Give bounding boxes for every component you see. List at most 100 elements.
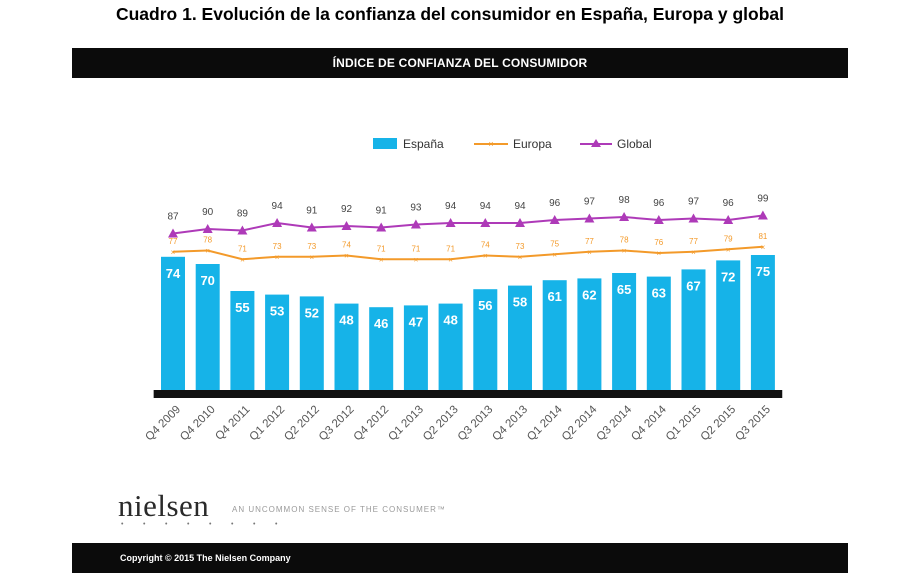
x-tick-q3-2014: Q3 2014 <box>595 403 635 443</box>
point-label-europa-q4-2011: 71 <box>238 244 247 253</box>
marker-global-q4-2010 <box>202 224 213 233</box>
marker-global-q2-2015 <box>723 215 734 224</box>
marker-global-q2-2013 <box>445 218 456 227</box>
legend-label-espana: España <box>403 137 444 151</box>
x-tick-q1-2014: Q1 2014 <box>525 403 565 443</box>
bar-espana-q3-2014 <box>612 273 637 390</box>
nielsen-logo: nielsen <box>118 488 210 523</box>
x-tick-q3-2015: Q3 2015 <box>733 404 773 444</box>
point-label-global-q3-2014: 98 <box>619 195 631 206</box>
legend-marker-europa: × <box>488 139 493 149</box>
bar-espana-q4-2009 <box>161 256 185 390</box>
point-label-europa-q4-2010: 78 <box>203 236 212 245</box>
bar-espana-q4-2014 <box>646 276 671 390</box>
point-label-europa-q2-2013: 71 <box>446 244 455 253</box>
bar-espana-q2-2014 <box>577 278 602 390</box>
marker-europa-q3-2013: × <box>483 252 488 261</box>
bar-label-espana-q1-2013: 47 <box>409 314 423 329</box>
x-tick-q4-2010: Q4 2010 <box>178 404 218 444</box>
marker-global-q4-2012 <box>376 222 387 232</box>
bar-espana-q2-2012 <box>299 296 324 390</box>
point-label-global-q4-2012: 91 <box>376 206 388 217</box>
x-tick-q3-2012: Q3 2012 <box>317 404 357 444</box>
x-tick-q2-2014: Q2 2014 <box>560 403 600 443</box>
bar-label-espana-q4-2013: 58 <box>513 295 527 310</box>
point-label-global-q1-2013: 93 <box>410 203 422 214</box>
marker-europa-q4-2010: × <box>205 247 210 256</box>
bar-espana-q1-2013 <box>403 305 428 390</box>
marker-global-q3-2012 <box>341 221 352 230</box>
marker-global-q3-2013 <box>480 218 491 227</box>
marker-global-q1-2014 <box>549 215 560 224</box>
point-label-europa-q4-2013: 73 <box>516 242 525 251</box>
point-label-global-q4-2009: 87 <box>167 212 179 223</box>
bar-label-espana-q3-2015: 75 <box>756 264 770 279</box>
marker-global-q1-2012 <box>272 218 283 227</box>
point-label-europa-q3-2014: 78 <box>620 236 629 245</box>
x-tick-q4-2011: Q4 2011 <box>213 404 252 443</box>
bar-espana-q4-2011 <box>230 291 255 390</box>
line-series-global: 87 90 89 94 91 92 91 93 94 94 94 96 97 98 96 97 96 99 <box>167 194 769 238</box>
point-label-europa-q1-2012: 73 <box>273 242 282 251</box>
x-tick-q1-2012: Q1 2012 <box>248 404 288 444</box>
bar-label-espana-q1-2015: 67 <box>686 278 700 293</box>
bar-espana-q4-2010 <box>195 264 220 390</box>
bar-espana-q4-2012 <box>369 307 394 390</box>
bar-label-espana-q4-2011: 55 <box>235 300 249 315</box>
point-label-europa-q2-2014: 77 <box>585 237 594 246</box>
x-tick-q3-2013: Q3 2013 <box>456 404 496 444</box>
marker-global-q1-2015 <box>688 213 699 223</box>
bar-label-espana-q3-2013: 56 <box>478 298 492 313</box>
x-tick-q4-2014: Q4 2014 <box>629 403 669 443</box>
point-label-global-q1-2014: 96 <box>549 198 561 209</box>
point-label-global-q2-2012: 91 <box>306 206 318 217</box>
bar-label-espana-q1-2012: 53 <box>270 304 284 319</box>
bar-espana-q2-2013 <box>438 303 463 390</box>
marker-europa-q1-2014: × <box>552 250 557 259</box>
bar-label-espana-q4-2010: 70 <box>200 273 214 288</box>
chart-title: ÍNDICE DE CONFIANZA DEL CONSUMIDOR <box>332 56 588 70</box>
marker-global-q3-2015 <box>757 210 768 220</box>
nielsen-logo-dots: • • • • • • • • <box>121 521 287 528</box>
bar-label-espana-q2-2013: 48 <box>443 313 457 328</box>
x-tick-q1-2013: Q1 2013 <box>386 404 426 444</box>
marker-global-q4-2013 <box>515 218 525 227</box>
point-label-europa-q4-2009: 77 <box>169 237 178 246</box>
point-label-global-q2-2014: 97 <box>584 197 596 208</box>
bar-label-espana-q3-2012: 48 <box>339 313 353 328</box>
copyright-text: Copyright © 2015 The Nielsen Company <box>120 553 291 563</box>
point-label-europa-q1-2014: 75 <box>550 239 559 248</box>
marker-europa-q2-2013: × <box>448 255 453 264</box>
marker-europa-q2-2012: × <box>309 253 314 262</box>
point-label-global-q4-2011: 89 <box>237 209 249 220</box>
marker-europa-q1-2013: × <box>414 255 419 264</box>
marker-global-q1-2013 <box>410 219 421 229</box>
point-label-global-q1-2012: 94 <box>272 201 284 212</box>
point-label-europa-q1-2013: 71 <box>411 244 420 253</box>
x-tick-q2-2013: Q2 2013 <box>421 404 461 444</box>
page-title: Cuadro 1. Evolución de la confianza del … <box>115 4 785 24</box>
chart-baseline <box>153 390 783 398</box>
point-label-global-q3-2015: 99 <box>757 194 769 205</box>
point-label-europa-q4-2014: 76 <box>654 238 663 247</box>
bar-espana-q3-2015 <box>750 255 775 390</box>
point-label-europa-q2-2012: 73 <box>307 242 316 251</box>
marker-europa-q4-2011: × <box>240 255 245 264</box>
line-global <box>172 214 764 235</box>
point-label-europa-q4-2012: 71 <box>377 244 386 253</box>
marker-europa-q1-2015: × <box>691 248 696 257</box>
marker-europa-q4-2013: × <box>518 253 523 262</box>
legend-label-global: Global <box>617 137 652 151</box>
point-label-global-q3-2013: 94 <box>480 201 492 212</box>
bar-label-espana-q2-2012: 52 <box>305 305 319 320</box>
bar-espana-q1-2015 <box>681 269 706 390</box>
point-label-global-q2-2015: 96 <box>723 198 735 209</box>
legend-swatch-espana <box>373 138 397 149</box>
point-label-global-q4-2010: 90 <box>202 207 214 218</box>
point-label-global-q4-2014: 96 <box>653 198 665 209</box>
point-label-global-q4-2013: 94 <box>514 201 526 212</box>
marker-europa-q3-2014: × <box>622 247 627 256</box>
bar-series-espana: 74 70 55 53 52 48 46 47 48 56 58 61 62 65 63 67 72 75 <box>153 255 783 398</box>
